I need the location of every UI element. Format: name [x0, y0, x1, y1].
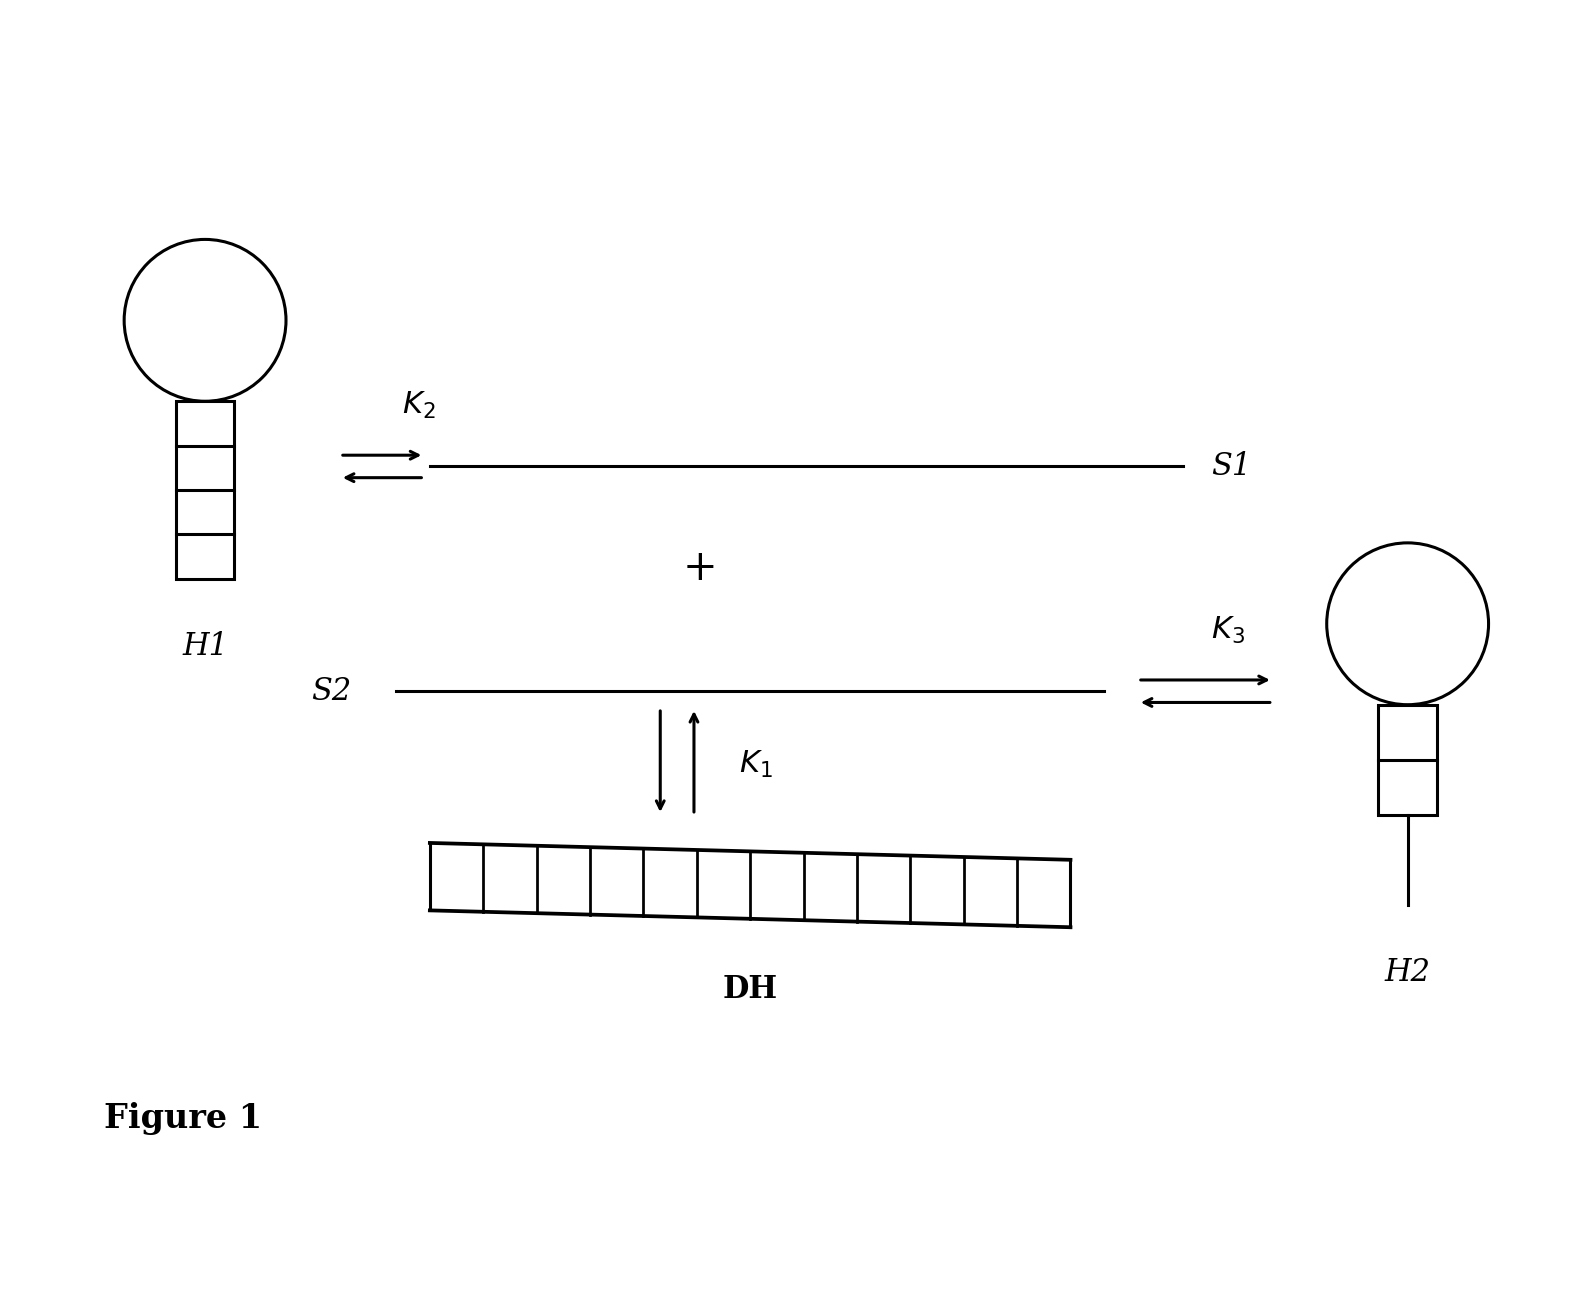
Text: S1: S1: [1211, 451, 1251, 481]
Text: DH: DH: [723, 973, 778, 1005]
Text: S2: S2: [311, 676, 351, 706]
Text: +: +: [682, 547, 717, 589]
Bar: [175, 401, 234, 579]
Text: H1: H1: [182, 631, 227, 661]
Bar: [1378, 705, 1437, 815]
Text: $\mathit{K}_3$: $\mathit{K}_3$: [1211, 615, 1244, 646]
Text: $\mathit{K}_1$: $\mathit{K}_1$: [739, 748, 772, 780]
Text: Figure 1: Figure 1: [104, 1102, 262, 1135]
Text: $\mathit{K}_2$: $\mathit{K}_2$: [403, 391, 436, 422]
Text: H2: H2: [1385, 957, 1431, 988]
